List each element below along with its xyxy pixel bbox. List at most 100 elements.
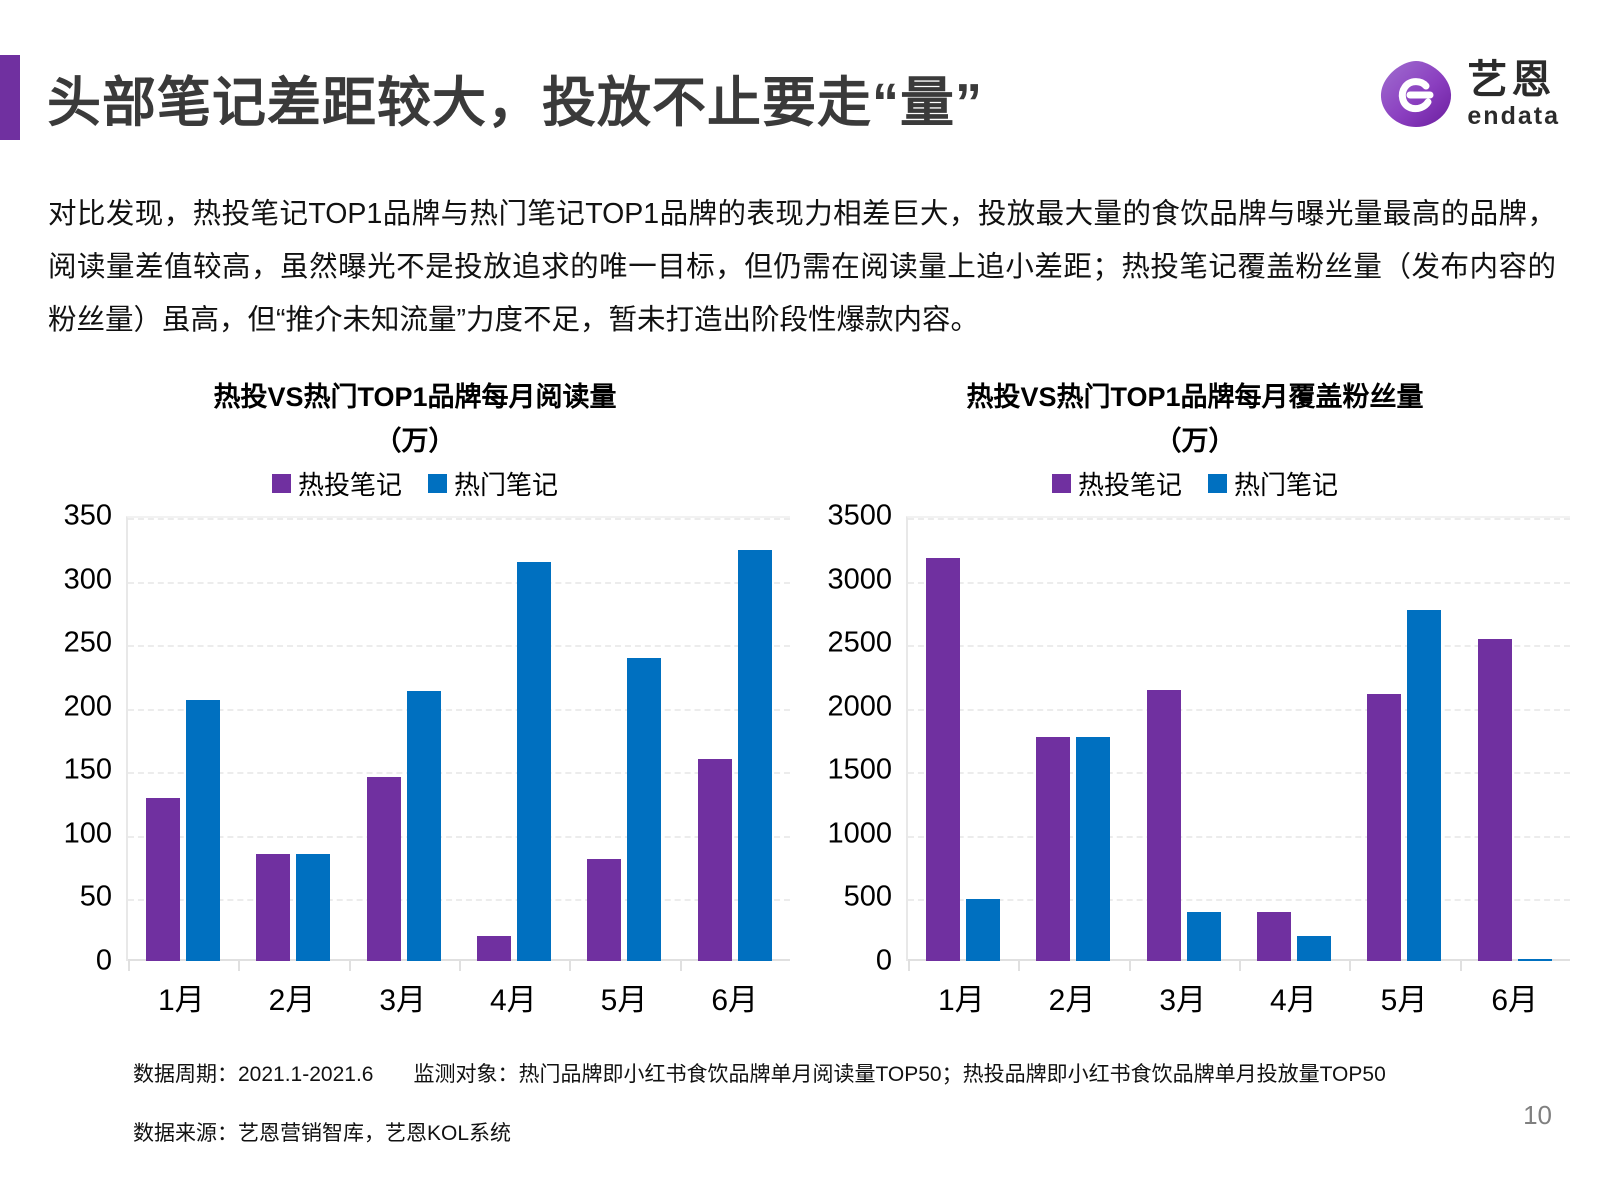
legend-label: 热投笔记 (297, 470, 402, 500)
bar-热门笔记[interactable] (1407, 610, 1442, 961)
y-axis-tick: 100 (63, 817, 112, 850)
x-axis-labels: 1月 2月 3月 4月 5月 6月 (906, 975, 1570, 1019)
footnote-period-text: 数据周期：2021.1-2021.6 (133, 1063, 374, 1086)
bar-group (458, 518, 569, 971)
x-axis-label: 4月 (1270, 984, 1317, 1017)
x-axis-label: 4月 (490, 984, 537, 1017)
bar-热投笔记[interactable] (146, 798, 181, 961)
bar-热门笔记[interactable] (186, 700, 221, 961)
y-axis-tick: 3000 (827, 563, 892, 596)
logo-en-text: endata (1467, 101, 1560, 130)
x-axis-label: 2月 (1048, 984, 1096, 1017)
x-axis-line (908, 959, 1570, 961)
bar-热投笔记[interactable] (1146, 690, 1181, 961)
x-axis-label: 2月 (268, 984, 316, 1017)
bar-热门笔记[interactable] (1297, 935, 1332, 961)
plot-area: 0 500 1000 1500 2000 2500 3000 3500 1月 2月 3月 4月 5月 6… (810, 500, 1580, 1017)
bar-热门笔记[interactable] (1076, 737, 1111, 961)
bars-layer (908, 518, 1570, 971)
y-axis: 0 50 100 150 200 250 300 350 (30, 500, 122, 977)
bar-热投笔记[interactable] (256, 854, 291, 961)
chart-covered-fans: 热投VS热门TOP1品牌每月覆盖粉丝量 （万） 热投笔记 热门笔记 0 500 10… (810, 375, 1580, 1017)
bar-热投笔记[interactable] (926, 557, 961, 961)
legend-item-series-2[interactable]: 热门笔记 (428, 465, 558, 502)
bar-热门笔记[interactable] (1186, 912, 1221, 961)
bar-group (1018, 518, 1128, 971)
gridline (908, 772, 1570, 775)
bar-热门笔记[interactable] (737, 550, 772, 961)
y-axis-tick: 0 (875, 944, 892, 977)
bar-group (1128, 518, 1239, 971)
bar-group (1459, 518, 1570, 971)
bar-热门笔记[interactable] (966, 899, 1001, 961)
plot-area: 0 50 100 150 200 250 300 350 1月 2月 3月 4月 5月 6月 (30, 500, 800, 1017)
bar-热门笔记[interactable] (517, 561, 552, 961)
chart-title-line2: （万） (374, 426, 456, 456)
bar-热门笔记[interactable] (406, 691, 441, 961)
gridline (908, 581, 1570, 584)
bar-热门笔记[interactable] (1517, 959, 1552, 961)
chart-title: 热投VS热门TOP1品牌每月覆盖粉丝量 （万） (810, 375, 1580, 463)
y-axis-tick: 200 (63, 690, 112, 723)
bar-热投笔记[interactable] (1477, 639, 1512, 961)
page-title: 头部笔记差距较大，投放不止要走“量” (47, 73, 983, 133)
legend-label: 热门笔记 (1234, 470, 1339, 500)
bar-热门笔记[interactable] (296, 854, 331, 961)
bar-热投笔记[interactable] (366, 776, 401, 961)
grid-box (126, 516, 790, 971)
brand-logo: 艺恩 endata (1377, 58, 1560, 130)
gridline (908, 518, 1570, 520)
legend-label: 热投笔记 (1077, 470, 1182, 500)
bar-group (238, 518, 348, 971)
x-axis-label: 6月 (1491, 984, 1539, 1017)
footnote-data-source: 数据来源：艺恩营销智库，艺恩KOL系统 (133, 1122, 512, 1145)
bar-group (348, 518, 459, 971)
bar-group (1349, 518, 1459, 971)
x-axis-label: 3月 (379, 984, 427, 1017)
bar-热投笔记[interactable] (1367, 694, 1402, 961)
x-axis-label: 1月 (937, 984, 985, 1017)
gridline (908, 899, 1570, 902)
gridline (128, 645, 790, 648)
page-number: 10 (1523, 1100, 1552, 1130)
bar-热门笔记[interactable] (627, 658, 662, 961)
y-axis-tick: 350 (63, 499, 112, 532)
x-axis-label: 5月 (600, 984, 648, 1017)
y-axis-tick: 250 (63, 626, 112, 659)
legend-swatch-icon (428, 474, 447, 493)
y-axis-tick: 3500 (827, 499, 892, 532)
y-axis-tick: 1000 (827, 817, 892, 850)
chart-legend: 热投笔记 热门笔记 (30, 465, 800, 502)
bar-热投笔记[interactable] (697, 758, 732, 961)
y-axis-tick: 0 (95, 944, 112, 977)
bar-热投笔记[interactable] (1036, 737, 1071, 961)
chart-title: 热投VS热门TOP1品牌每月阅读量 （万） (30, 375, 800, 463)
y-axis-tick: 500 (843, 880, 892, 913)
bar-group (128, 518, 238, 971)
grid-box (906, 516, 1570, 971)
bars-layer (128, 518, 790, 971)
bar-group (679, 518, 790, 971)
legend-swatch-icon (271, 474, 291, 493)
legend-swatch-icon (1208, 474, 1227, 493)
x-axis-label: 1月 (157, 984, 205, 1017)
bar-热投笔记[interactable] (587, 859, 622, 961)
legend-item-series-2[interactable]: 热门笔记 (1208, 465, 1338, 502)
gridline (128, 835, 790, 838)
bar-热投笔记[interactable] (477, 935, 512, 961)
y-axis-tick: 1500 (827, 753, 892, 786)
title-accent-bar (0, 55, 20, 140)
legend-item-series-1[interactable]: 热投笔记 (1051, 465, 1182, 502)
legend-item-series-1[interactable]: 热投笔记 (271, 465, 402, 502)
x-axis-label: 5月 (1380, 984, 1428, 1017)
logo-cn-text: 艺恩 (1467, 57, 1556, 102)
chart-legend: 热投笔记 热门笔记 (810, 465, 1580, 502)
bar-group (569, 518, 679, 971)
gridline (908, 645, 1570, 648)
bar-热投笔记[interactable] (1257, 912, 1292, 961)
gridline (128, 772, 790, 775)
y-axis-tick: 150 (63, 753, 112, 786)
y-axis-tick: 300 (63, 563, 112, 596)
legend-swatch-icon (1051, 474, 1071, 493)
chart-title-line2: （万） (1154, 426, 1236, 456)
